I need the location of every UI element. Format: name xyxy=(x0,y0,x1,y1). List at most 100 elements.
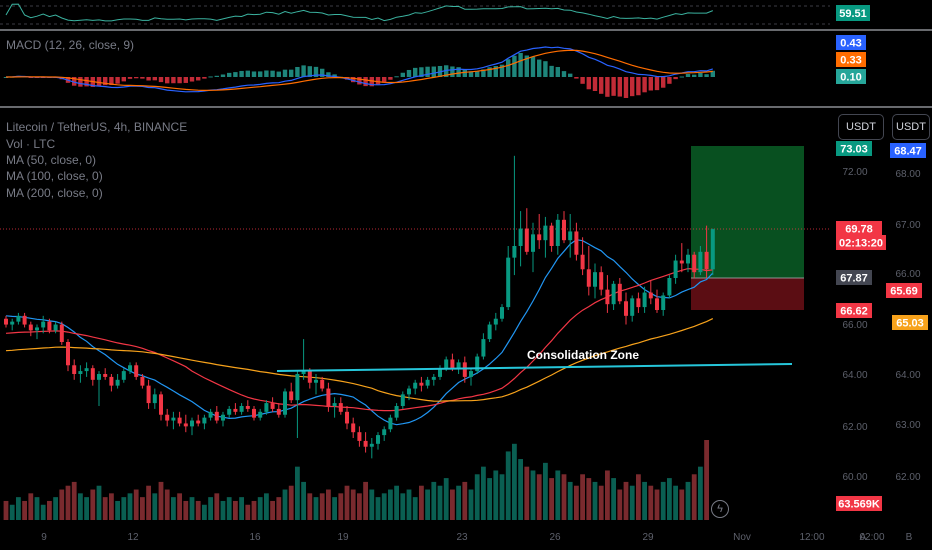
ma100-line xyxy=(5,267,713,412)
price-tag-value: 65.03 xyxy=(896,318,924,330)
macd-histogram-bar xyxy=(617,77,622,97)
x-axis: 9 12 16 19 23 26 29 Nov 12:00 02:00 xyxy=(41,532,885,543)
macd-histogram-bar xyxy=(462,69,467,77)
macd-histogram-bar xyxy=(673,77,678,80)
take-profit-zone[interactable] xyxy=(691,146,804,278)
volume-bar xyxy=(499,474,505,520)
currency-button-left[interactable]: USDT xyxy=(838,114,884,140)
volume-bar xyxy=(16,497,21,520)
y-right-tick-label: 66.00 xyxy=(895,269,920,280)
volume-bar xyxy=(425,489,430,520)
consolidation-line[interactable] xyxy=(276,363,793,372)
volume-bar xyxy=(90,489,96,520)
rsi-panel xyxy=(0,3,830,25)
lightning-icon[interactable]: ϟ xyxy=(711,500,729,518)
price-tag-box xyxy=(886,283,922,298)
volume-bar xyxy=(363,481,368,520)
candle-body xyxy=(28,324,33,331)
candle-body xyxy=(214,411,219,421)
macd-histogram-bar xyxy=(183,77,188,83)
volume-bar xyxy=(474,474,480,520)
candle-body xyxy=(190,420,194,427)
volume-bar xyxy=(127,493,133,520)
macd-value-tags: 0.43 0.33 0.10 xyxy=(836,35,866,84)
price-tag-value: 65.69 xyxy=(890,286,918,298)
candle-body xyxy=(376,435,380,444)
macd-histogram-bar xyxy=(103,77,108,86)
macd-histogram-bar xyxy=(177,77,182,84)
candle-body xyxy=(611,283,616,305)
volume-bar xyxy=(660,481,666,520)
macd-histogram-bar xyxy=(549,65,554,77)
candle-body xyxy=(692,254,697,273)
axis-label-a[interactable]: A xyxy=(860,532,867,543)
macd-histogram-bar xyxy=(382,77,387,83)
volume-bar xyxy=(313,497,319,520)
rsi-value: 59.51 xyxy=(839,8,867,20)
volume-bar xyxy=(146,485,151,520)
volume-bar xyxy=(40,504,46,520)
volume-bar xyxy=(208,497,213,520)
volume-bar xyxy=(698,466,703,520)
macd-histogram-bar xyxy=(202,77,207,79)
candle-body xyxy=(152,394,157,404)
candle-body xyxy=(431,376,436,380)
volume-bar xyxy=(505,451,511,520)
volume-bar xyxy=(202,504,207,520)
ma50-legend: MA (50, close, 0) xyxy=(6,153,96,167)
macd-histogram-bar xyxy=(227,72,232,77)
macd-histogram-bar xyxy=(599,77,604,94)
macd-histogram-bar xyxy=(78,77,83,87)
volume-bar xyxy=(177,493,182,520)
axis-label-b[interactable]: B xyxy=(906,532,913,543)
volume-bar xyxy=(270,500,275,520)
candle-body xyxy=(481,339,486,357)
volume-bar xyxy=(301,481,306,520)
macd-histogram-bar xyxy=(661,77,666,88)
volume-bar xyxy=(239,497,244,520)
candle-body xyxy=(121,371,126,380)
price-tag-value: 02:13:20 xyxy=(839,238,883,250)
candle-body xyxy=(276,408,281,415)
candle-body xyxy=(41,321,46,328)
y-axis-right: 68.00 67.00 66.00 64.00 63.00 62.00 xyxy=(895,169,920,483)
candle-body xyxy=(183,423,188,427)
candle-body xyxy=(568,231,573,241)
candle-body xyxy=(667,278,672,296)
volume-bar xyxy=(468,489,474,520)
volume-bar xyxy=(319,493,325,520)
candle-body xyxy=(425,379,430,386)
x-tick-label: Nov xyxy=(733,532,751,543)
candle-body xyxy=(283,391,287,415)
candle-body xyxy=(72,365,77,374)
candle-body xyxy=(320,379,325,389)
candle-body xyxy=(103,374,108,377)
price-tag-value: 73.03 xyxy=(840,144,868,156)
macd-histogram-bar xyxy=(524,55,529,77)
volume-bar xyxy=(636,474,641,520)
macd-histogram-bar xyxy=(351,77,356,83)
stop-loss-zone[interactable] xyxy=(691,278,804,310)
macd-histogram-bar xyxy=(313,66,319,77)
price-tag-box xyxy=(892,315,928,330)
price-tag-value: 66.62 xyxy=(840,306,868,318)
candle-body xyxy=(4,318,8,325)
volume-bar xyxy=(47,500,52,520)
macd-histogram-bar xyxy=(264,70,269,77)
volume-bar xyxy=(140,497,145,520)
volume-bar xyxy=(685,481,691,520)
candle-body xyxy=(512,246,517,258)
macd-histogram-bar xyxy=(307,66,312,77)
macd-histogram-bar xyxy=(375,77,381,85)
volume-bar xyxy=(264,493,269,520)
currency-button-right[interactable]: USDT xyxy=(892,114,930,140)
macd-histogram-bar xyxy=(196,77,201,81)
macd-histogram-bar xyxy=(189,77,195,82)
volume-bar xyxy=(561,474,567,520)
volume-bar xyxy=(338,493,344,520)
macd-histogram-bar xyxy=(251,71,257,77)
y-right-tick-label: 63.00 xyxy=(895,420,920,431)
volume-bar xyxy=(34,497,40,520)
candle-body xyxy=(233,408,238,412)
y-right-tick-label: 68.00 xyxy=(895,169,920,180)
